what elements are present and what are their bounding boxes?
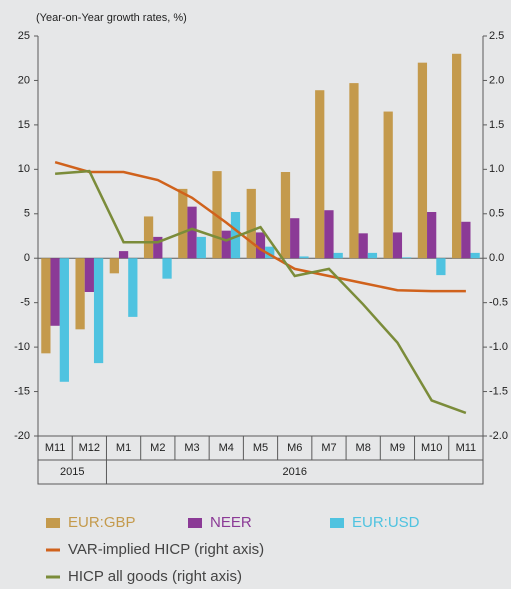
- line: [55, 169, 467, 415]
- bar: [333, 252, 343, 259]
- y-tick-label: 20: [18, 74, 30, 86]
- legend-swatch: [330, 518, 344, 528]
- y2-tick-label: -1.0: [489, 341, 508, 353]
- legend-label: NEER: [210, 514, 252, 531]
- x-tick-label: M11: [45, 442, 66, 454]
- bar: [128, 258, 138, 317]
- y-axis-label: (Year-on-Year growth rates, %): [36, 12, 187, 24]
- x-tick-label: M7: [321, 442, 336, 454]
- bar: [178, 188, 188, 259]
- bar: [221, 230, 231, 259]
- y-tick-label: 5: [24, 208, 30, 220]
- y2-tick-label: 2.0: [489, 74, 504, 86]
- bar: [255, 232, 266, 259]
- bar: [392, 232, 403, 259]
- legend-swatch: [46, 518, 60, 528]
- x-group-label: 2016: [282, 466, 306, 478]
- bar: [402, 257, 412, 259]
- x-tick-label: M8: [356, 442, 371, 454]
- bar: [461, 221, 471, 259]
- x-tick-label: M2: [150, 442, 165, 454]
- y2-tick-label: 0.5: [489, 208, 504, 220]
- bar: [196, 236, 206, 259]
- x-tick-label: M9: [390, 442, 405, 454]
- x-tick-label: M11: [456, 442, 477, 454]
- bar: [84, 258, 94, 292]
- bar: [280, 172, 291, 259]
- line: [54, 161, 466, 293]
- y-tick-label: 0: [24, 252, 30, 264]
- bar: [290, 218, 300, 259]
- x-tick-label: M6: [287, 442, 302, 454]
- bar: [246, 188, 256, 259]
- bar: [367, 252, 378, 259]
- bar: [153, 236, 163, 259]
- bar: [452, 53, 462, 259]
- bar: [315, 90, 325, 259]
- bar: [417, 62, 428, 259]
- x-tick-label: M4: [219, 442, 234, 454]
- y2-tick-label: 0.0: [489, 252, 504, 264]
- bar: [265, 246, 275, 259]
- bar: [427, 212, 437, 259]
- bar: [230, 212, 241, 259]
- x-tick-label: M10: [421, 442, 442, 454]
- x-tick-label: M3: [184, 442, 199, 454]
- y2-tick-label: 1.5: [489, 119, 504, 131]
- bar: [143, 216, 154, 259]
- y-tick-label: -5: [20, 297, 30, 309]
- bar: [358, 233, 368, 259]
- y-tick-label: -15: [14, 385, 30, 397]
- bar: [299, 256, 309, 259]
- y2-tick-label: -1.5: [489, 385, 508, 397]
- y2-tick-label: 2.5: [489, 30, 504, 42]
- legend-label: HICP all goods (right axis): [68, 568, 242, 585]
- bar: [93, 258, 104, 364]
- bar: [59, 258, 69, 382]
- legend-swatch: [188, 518, 202, 528]
- y-tick-label: 10: [18, 163, 30, 175]
- bar: [187, 206, 197, 259]
- y2-tick-label: -0.5: [489, 297, 508, 309]
- bar: [41, 258, 51, 354]
- x-tick-label: M12: [79, 442, 100, 454]
- bar: [109, 258, 119, 274]
- bar: [324, 210, 334, 259]
- y2-tick-label: -2.0: [489, 430, 508, 442]
- bar: [349, 83, 359, 259]
- legend-label: EUR:USD: [352, 514, 420, 531]
- bar: [436, 258, 446, 276]
- y-tick-label: -20: [14, 430, 30, 442]
- y-tick-label: 25: [18, 30, 30, 42]
- legend-label: VAR-implied HICP (right axis): [68, 541, 264, 558]
- bar: [118, 251, 129, 259]
- bar: [383, 111, 393, 259]
- y-tick-label: 15: [18, 119, 30, 131]
- x-tick-label: M5: [253, 442, 268, 454]
- bar: [75, 258, 85, 330]
- y-tick-label: -10: [14, 341, 30, 353]
- y2-tick-label: 1.0: [489, 163, 504, 175]
- bar: [162, 258, 172, 279]
- bar: [470, 252, 480, 259]
- x-tick-label: M1: [116, 442, 131, 454]
- bar: [50, 258, 60, 326]
- x-group-label: 2015: [60, 466, 84, 478]
- legend-label: EUR:GBP: [68, 514, 136, 531]
